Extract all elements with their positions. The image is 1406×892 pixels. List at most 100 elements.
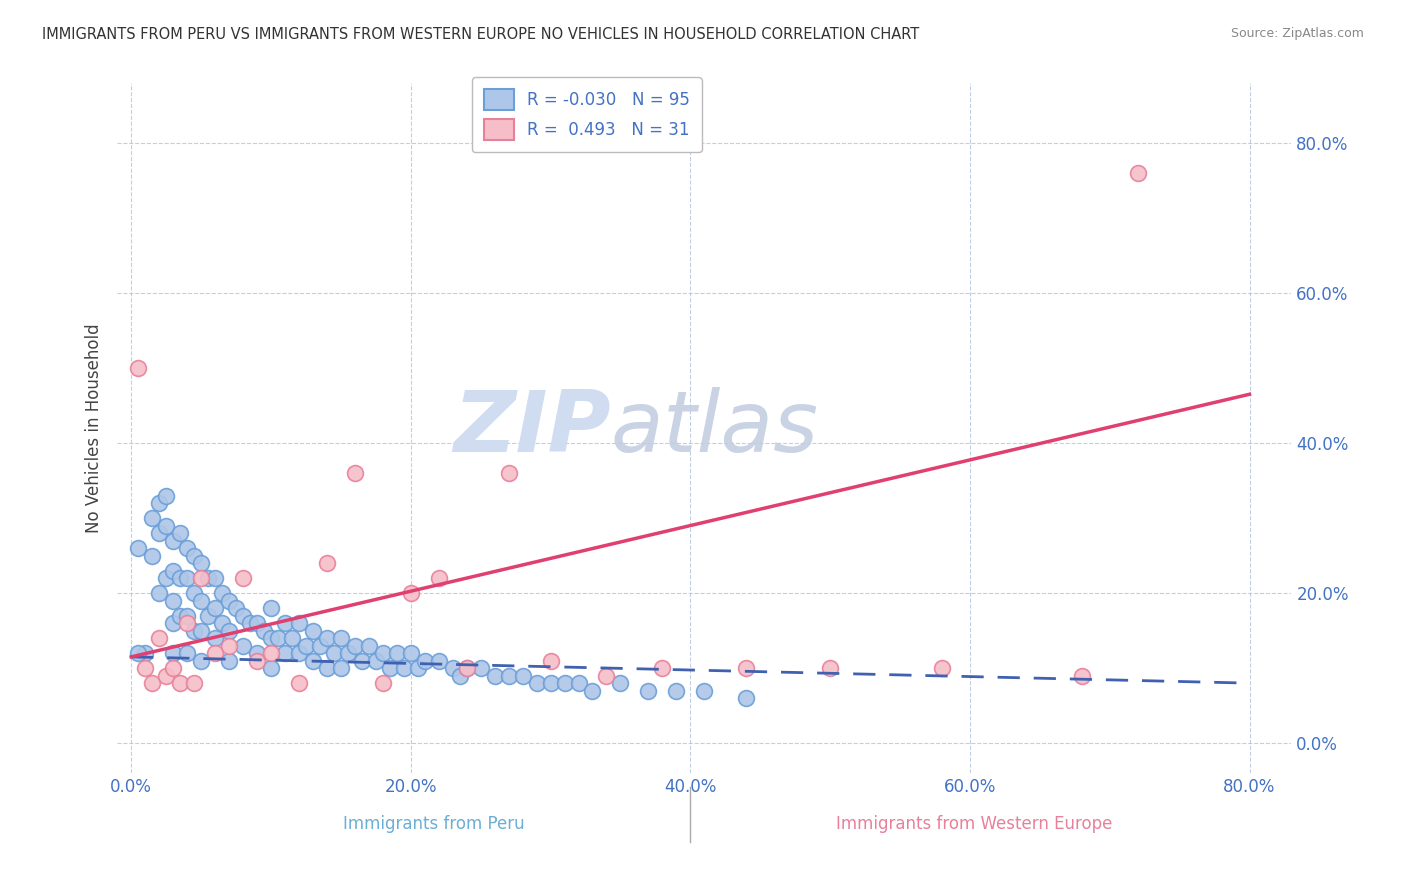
Point: [427, 571, 450, 585]
Point: [371, 676, 394, 690]
Point: [204, 631, 226, 645]
Point: [1126, 166, 1149, 180]
Point: [260, 646, 283, 660]
Point: [183, 624, 205, 638]
Point: [127, 541, 149, 555]
Point: [371, 646, 394, 660]
Point: [399, 586, 422, 600]
Point: [134, 661, 156, 675]
Point: [288, 646, 311, 660]
Text: Immigrants from Western Europe: Immigrants from Western Europe: [837, 814, 1112, 832]
Point: [274, 616, 297, 631]
Point: [246, 616, 269, 631]
Point: [315, 661, 337, 675]
Point: [295, 639, 318, 653]
Point: [392, 661, 415, 675]
Point: [288, 676, 311, 690]
Point: [449, 668, 471, 682]
Point: [218, 624, 240, 638]
Point: [343, 466, 366, 480]
Point: [148, 496, 170, 510]
Point: [281, 631, 304, 645]
Point: [232, 608, 254, 623]
Point: [141, 511, 163, 525]
Point: [190, 571, 212, 585]
Point: [176, 616, 198, 631]
Point: [169, 676, 191, 690]
Point: [197, 571, 219, 585]
Point: [735, 691, 758, 706]
Point: [232, 571, 254, 585]
Point: [637, 683, 659, 698]
Point: [581, 683, 603, 698]
Point: [413, 654, 436, 668]
Point: [176, 571, 198, 585]
Point: [315, 631, 337, 645]
Point: [399, 646, 422, 660]
Point: [169, 608, 191, 623]
Point: [162, 564, 184, 578]
Point: [609, 676, 631, 690]
Point: [260, 601, 283, 615]
Point: [176, 646, 198, 660]
Point: [176, 608, 198, 623]
Point: [554, 676, 576, 690]
Point: [329, 661, 352, 675]
Point: [162, 593, 184, 607]
Point: [274, 646, 297, 660]
Point: [204, 571, 226, 585]
Text: Source: ZipAtlas.com: Source: ZipAtlas.com: [1230, 27, 1364, 40]
Point: [595, 668, 617, 682]
Point: [162, 661, 184, 675]
Text: ZIP: ZIP: [453, 386, 610, 469]
Point: [162, 533, 184, 548]
Point: [232, 639, 254, 653]
Point: [148, 526, 170, 541]
Point: [302, 654, 325, 668]
Y-axis label: No Vehicles in Household: No Vehicles in Household: [86, 323, 103, 533]
Point: [526, 676, 548, 690]
Point: [540, 654, 562, 668]
Point: [211, 586, 233, 600]
Point: [818, 661, 841, 675]
Point: [427, 654, 450, 668]
Point: [127, 646, 149, 660]
Point: [141, 549, 163, 563]
Point: [378, 661, 401, 675]
Point: [218, 593, 240, 607]
Point: [155, 571, 177, 585]
Point: [218, 639, 240, 653]
Point: [456, 661, 478, 675]
Point: [350, 654, 373, 668]
Point: [302, 624, 325, 638]
Point: [253, 624, 276, 638]
Point: [343, 639, 366, 653]
Point: [183, 586, 205, 600]
Point: [288, 616, 311, 631]
Point: [141, 676, 163, 690]
Point: [406, 661, 429, 675]
Point: [127, 361, 149, 376]
Point: [204, 601, 226, 615]
Point: [183, 549, 205, 563]
Legend: R = -0.030   N = 95, R =  0.493   N = 31: R = -0.030 N = 95, R = 0.493 N = 31: [472, 78, 702, 152]
Point: [162, 646, 184, 660]
Point: [498, 466, 520, 480]
Point: [385, 646, 408, 660]
Point: [190, 556, 212, 570]
Point: [357, 639, 380, 653]
Point: [176, 541, 198, 555]
Point: [336, 646, 359, 660]
Point: [441, 661, 464, 675]
Point: [512, 668, 534, 682]
Point: [329, 631, 352, 645]
Point: [260, 631, 283, 645]
Point: [693, 683, 716, 698]
Point: [183, 676, 205, 690]
Point: [155, 518, 177, 533]
Text: IMMIGRANTS FROM PERU VS IMMIGRANTS FROM WESTERN EUROPE NO VEHICLES IN HOUSEHOLD : IMMIGRANTS FROM PERU VS IMMIGRANTS FROM …: [42, 27, 920, 42]
Point: [148, 631, 170, 645]
Point: [364, 654, 387, 668]
Point: [1070, 668, 1092, 682]
Point: [309, 639, 332, 653]
